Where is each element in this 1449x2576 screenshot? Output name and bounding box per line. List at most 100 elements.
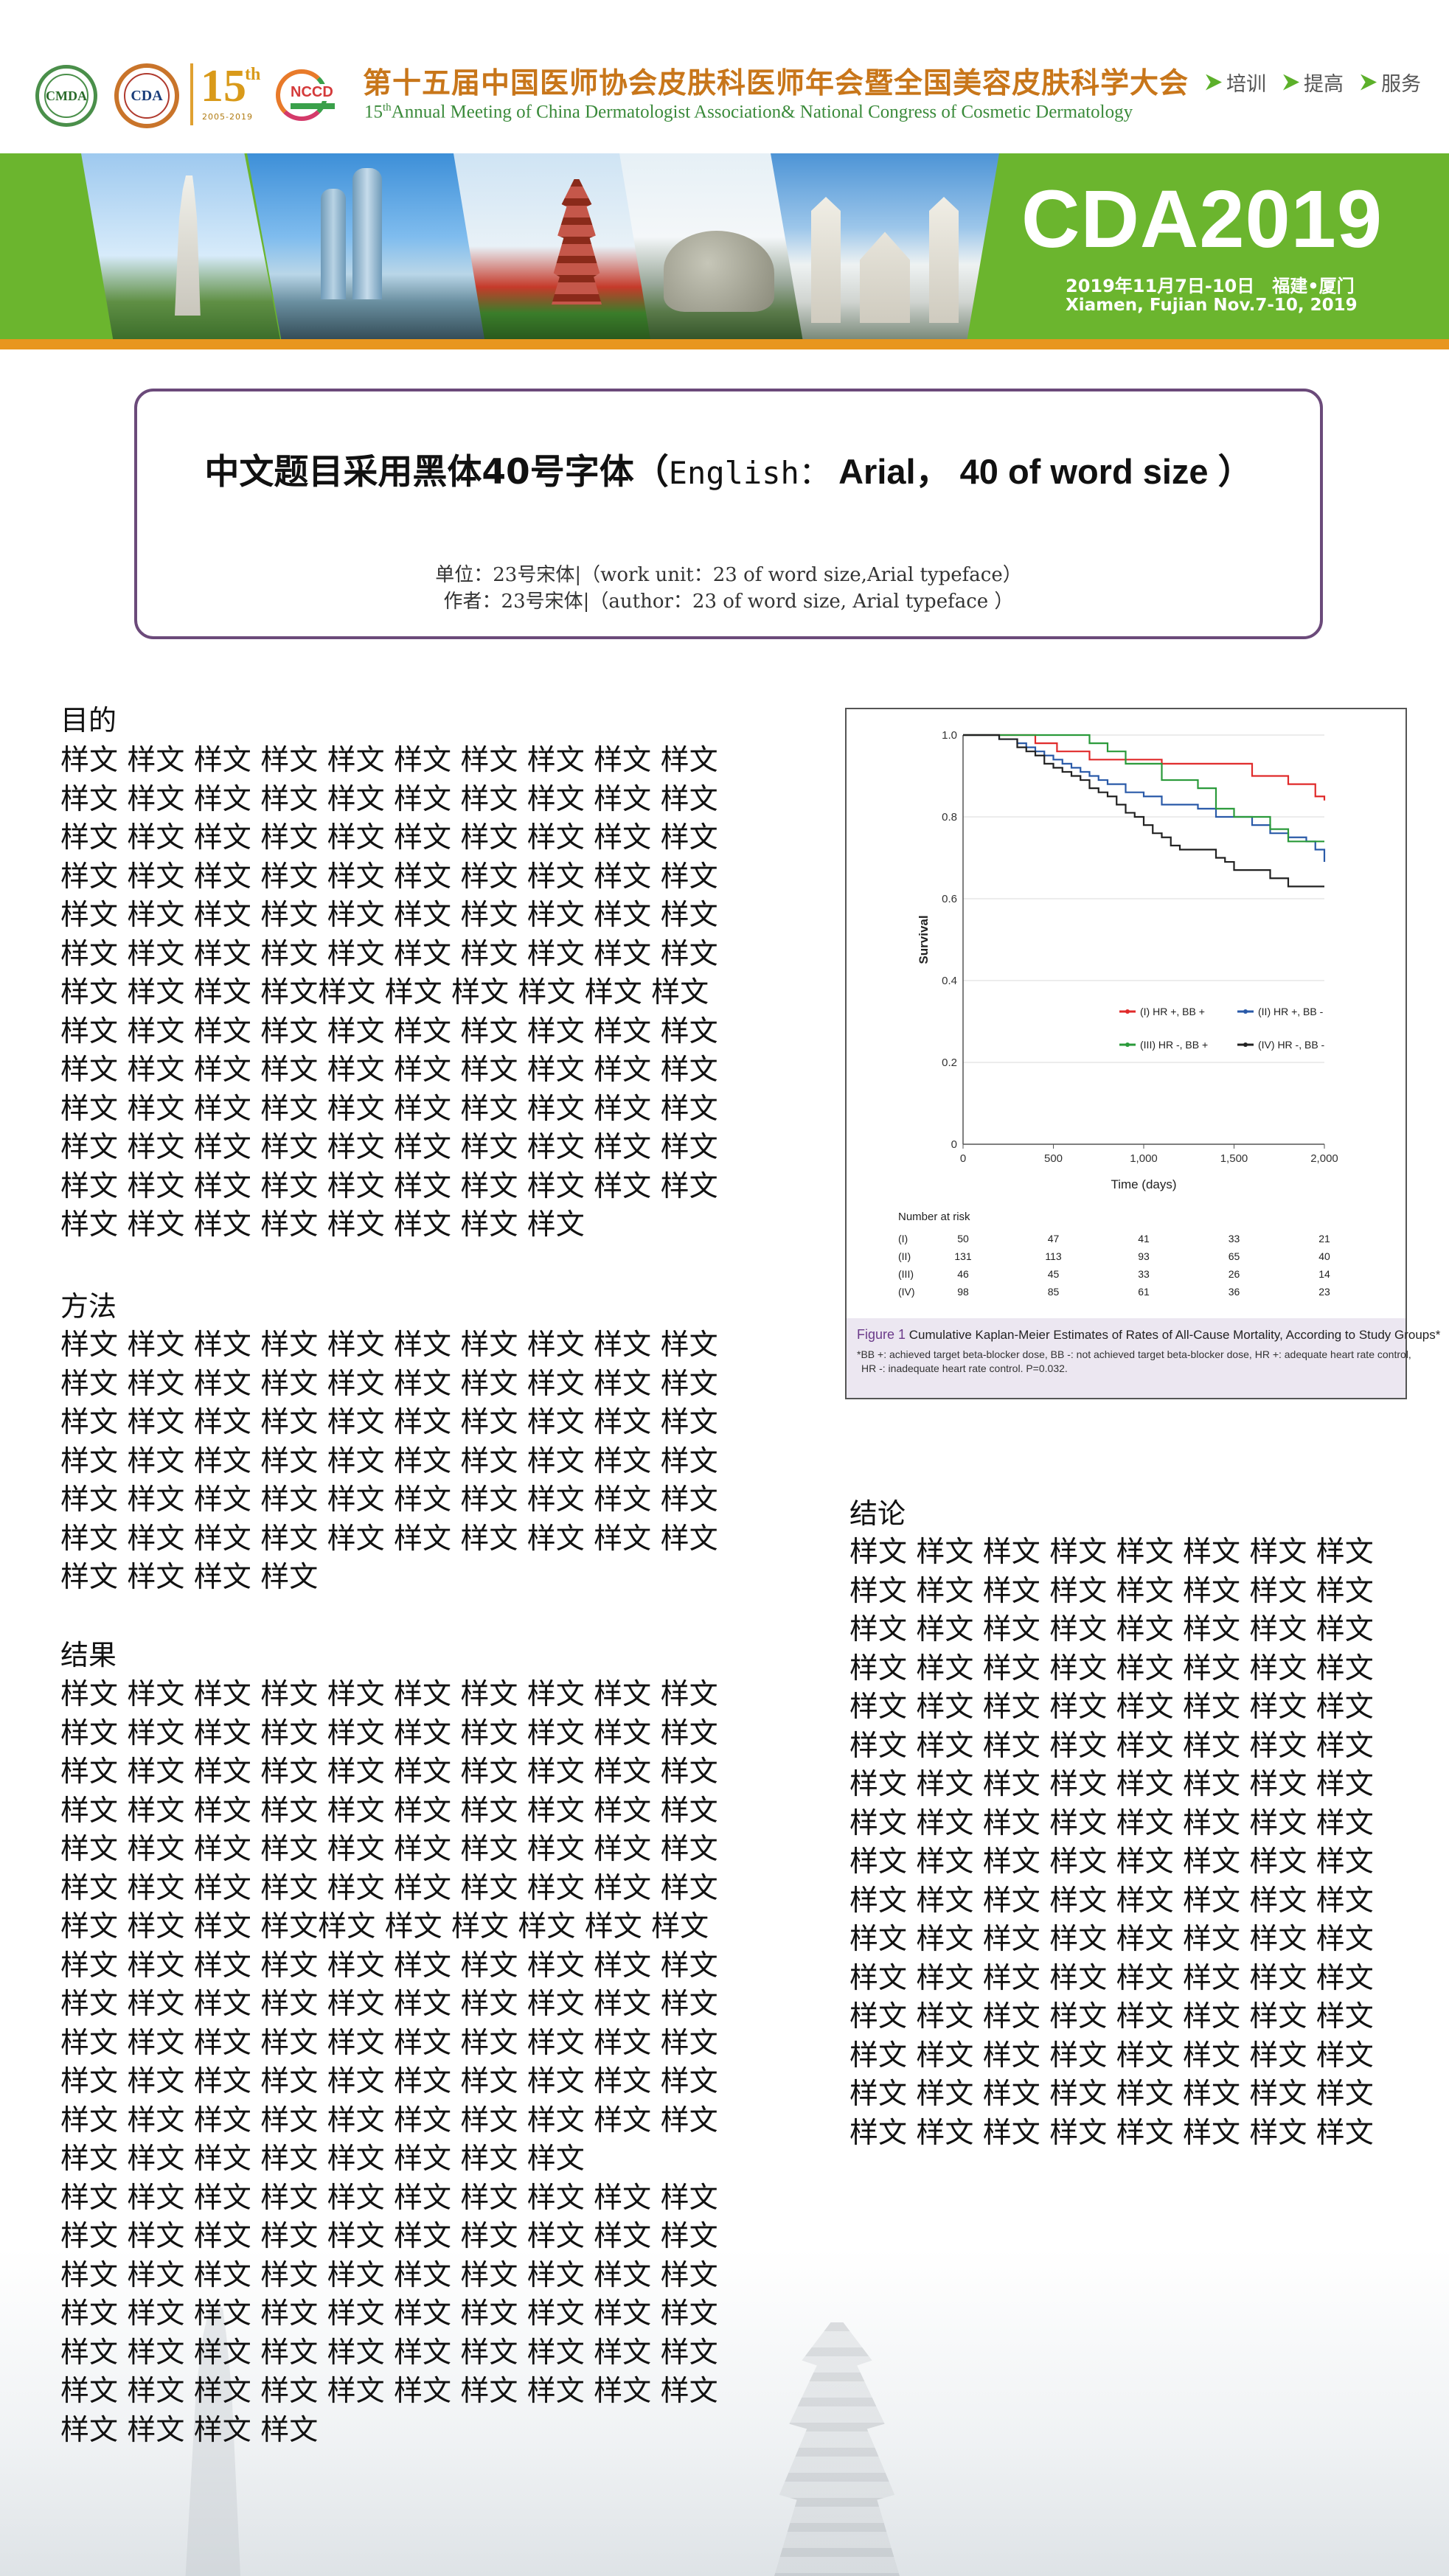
anniversary-years: 2005-2019 (202, 112, 253, 122)
y-tick-label: 0.6 (942, 893, 957, 905)
risk-cell: 45 (1048, 1268, 1060, 1280)
chart-series (963, 734, 1326, 888)
risk-cell: 131 (954, 1250, 972, 1262)
cmda-logo: CMDA (35, 65, 97, 127)
legend-label: (IV) HR -, BB - (1258, 1039, 1325, 1051)
risk-row-label: (III) (898, 1268, 914, 1280)
conference-title-en-rest: Annual Meeting of China Dermatologist As… (391, 102, 1133, 122)
caption-title-line: Figure 1 Cumulative Kaplan-Meier Estimat… (857, 1327, 1440, 1343)
rock-illustration (664, 231, 774, 312)
legend-marker (1243, 1009, 1248, 1014)
nav-item-label: 培训 (1226, 73, 1266, 96)
x-tick-label: 1,500 (1220, 1152, 1248, 1165)
cda-logo-text: CDA (124, 73, 170, 119)
nav-item-label: 提高 (1304, 73, 1344, 96)
anniversary-suffix: th (245, 65, 261, 84)
risk-cell: 26 (1229, 1268, 1240, 1280)
logo-divider (190, 63, 193, 125)
affiliation-line: 单位：23号宋体|（work unit：23 of word size,Aria… (435, 564, 1022, 586)
legend-label: (I) HR +, BB + (1140, 1006, 1205, 1017)
nav-item-training[interactable]: 培训 (1206, 68, 1266, 97)
caption-title: Cumulative Kaplan-Meier Estimates of Rat… (906, 1328, 1441, 1342)
risk-row-label: (II) (898, 1250, 911, 1262)
objective-body: 样文 样文 样文 样文 样文 样文 样文 样文 样文 样文 样文 样文 样文 样… (60, 744, 718, 1242)
risk-cell: 33 (1138, 1268, 1150, 1280)
risk-cell: 98 (957, 1286, 969, 1298)
poster-title-box: 中文题目采用黑体40号字体（English： Arial， 40 of word… (134, 389, 1323, 639)
figure-caption: Figure 1 Cumulative Kaplan-Meier Estimat… (847, 1318, 1440, 1398)
results-body: 样文 样文 样文 样文 样文 样文 样文 样文 样文 样文 样文 样文 样文 样… (60, 1678, 718, 2447)
x-tick-label: 1,000 (1130, 1152, 1158, 1165)
risk-cell: 50 (957, 1233, 969, 1245)
risk-cell: 41 (1138, 1233, 1150, 1245)
caption-note-line-1: *BB +: achieved target beta-blocker dose… (857, 1348, 1411, 1360)
banner-brand: CDA2019 (1021, 174, 1383, 265)
km-series-line (963, 734, 1324, 843)
legend-marker (1125, 1009, 1130, 1014)
risk-cell: 47 (1048, 1233, 1060, 1245)
km-series-line (963, 734, 1324, 888)
risk-cell: 14 (1318, 1268, 1330, 1280)
x-tick-label: 500 (1044, 1152, 1063, 1165)
caption-label: Figure 1 (857, 1327, 906, 1342)
conclusion-body: 样文 样文 样文 样文 样文 样文 样文 样文 样文 样文 样文 样文 样文 样… (849, 1536, 1374, 2150)
cmda-logo-text: CMDA (44, 74, 88, 118)
y-tick-label: 0.4 (942, 975, 957, 987)
legend-label: (II) HR +, BB - (1258, 1006, 1324, 1017)
risk-cell: 65 (1229, 1250, 1240, 1262)
km-series-line (963, 734, 1326, 863)
method-heading: 方法 (60, 1290, 117, 1323)
y-tick-label: 0.8 (942, 811, 957, 824)
conference-title-en: 15thAnnual Meeting of China Dermatologis… (364, 102, 1133, 122)
nccd-underline (291, 103, 335, 109)
tower-illustration (321, 189, 346, 299)
risk-cell: 40 (1318, 1250, 1330, 1262)
conclusion-heading: 结论 (849, 1497, 906, 1530)
x-axis-label: Time (days) (1111, 1177, 1176, 1191)
risk-cell: 23 (1318, 1286, 1330, 1298)
chart-legend: (I) HR +, BB + (II) HR +, BB - (III) HR -,… (1119, 1006, 1325, 1051)
risk-cell: 113 (1045, 1250, 1062, 1262)
play-arrow-icon (1283, 74, 1299, 91)
risk-table-title: Number at risk (898, 1211, 970, 1223)
play-arrow-icon (1361, 74, 1377, 91)
y-tick-label: 0.2 (942, 1056, 957, 1069)
nav-item-label: 服务 (1381, 73, 1421, 96)
legend-marker (1243, 1042, 1248, 1047)
banner-orange-stripe (0, 339, 1449, 349)
risk-row-label: (IV) (898, 1286, 915, 1298)
caption-note-line-2: HR -: inadequate heart rate control. P=0… (861, 1362, 1068, 1374)
conference-title-en-sup: th (383, 102, 392, 114)
risk-cell: 21 (1318, 1233, 1330, 1245)
x-tick-label: 2,000 (1310, 1152, 1338, 1165)
nav-item-service[interactable]: 服务 (1361, 68, 1421, 97)
paper-title: 中文题目采用黑体40号字体（English： Arial， 40 of word… (137, 443, 1320, 494)
conference-title-en-number: 15 (364, 102, 383, 122)
km-chart: 0 0.2 0.4 0.6 0.8 1.0 0 500 1,000 1,500 2,000 Time … (898, 729, 1338, 1298)
conference-title-cn: 第十五届中国医师协会皮肤科医师年会暨全国美容皮肤科学大会 (363, 67, 1189, 100)
15th-anniversary-logo: 15 th 2005-2019 (201, 60, 260, 127)
author-line: 作者：23号宋体|（author：23 of word size, Arial … (443, 591, 1014, 613)
tower-illustration (352, 168, 382, 299)
banner-date-en: Xiamen, Fujian Nov.7-10, 2019 (1066, 296, 1358, 315)
km-figure: 0 0.2 0.4 0.6 0.8 1.0 0 500 1,000 1,500 2,000 Time … (845, 708, 1440, 1399)
km-series-line (963, 734, 1326, 801)
risk-table: Number at risk (I) 50 47 41 33 21 (II) 131 113 93 6… (898, 1211, 1330, 1298)
risk-row-label: (I) (898, 1233, 908, 1245)
method-body: 样文 样文 样文 样文 样文 样文 样文 样文 样文 样文 样文 样文 样文 样… (60, 1329, 718, 1594)
risk-cell: 93 (1138, 1250, 1150, 1262)
risk-cell: 85 (1048, 1286, 1060, 1298)
paper-title-english-label: English： (668, 455, 830, 491)
y-axis-label: Survival (917, 915, 931, 964)
banner-date-cn: 2019年11月7日-10日 福建•厦门 (1066, 276, 1355, 296)
legend-label: (III) HR -, BB + (1140, 1039, 1208, 1051)
nav-item-improve[interactable]: 提高 (1283, 68, 1344, 97)
cda-logo: CDA (114, 63, 179, 128)
risk-cell: 46 (957, 1268, 969, 1280)
paper-title-en: Arial， 40 of word size ） (830, 452, 1253, 491)
y-tick-label: 1.0 (942, 729, 957, 742)
results-heading: 结果 (60, 1639, 117, 1671)
x-tick-label: 0 (960, 1152, 966, 1165)
chart-axes: 0 0.2 0.4 0.6 0.8 1.0 0 500 1,000 1,500 2,000 Time … (917, 729, 1338, 1191)
anniversary-number: 15 (201, 61, 246, 111)
